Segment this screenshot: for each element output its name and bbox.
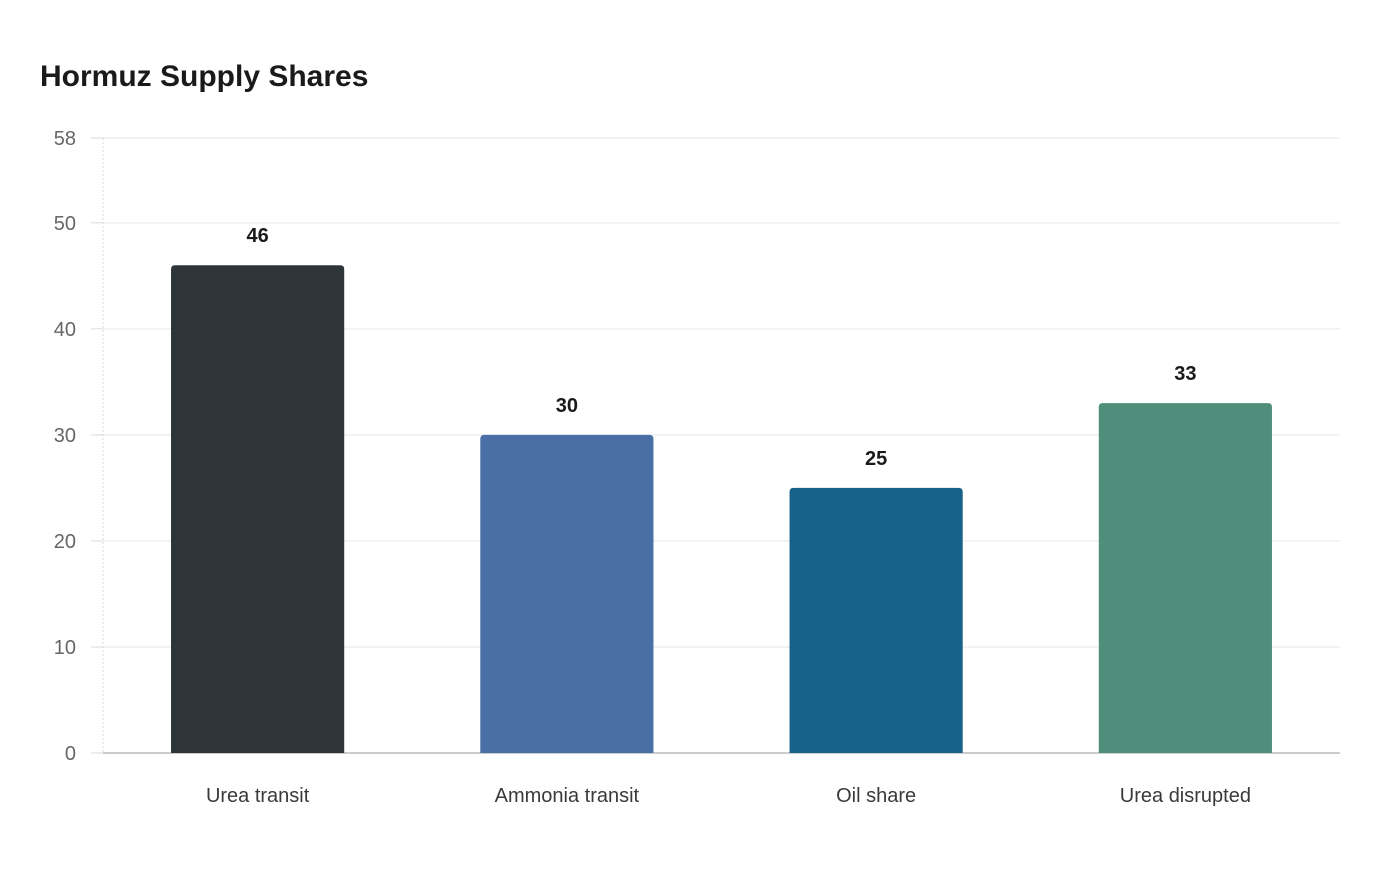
y-tick-label: 40 — [54, 319, 76, 341]
labels: 0 10 20 30 40 50 58 46 Urea transit 30 Ammonia tra… — [54, 128, 1251, 807]
bar-oil-share — [789, 487, 963, 753]
y-tick-label: 20 — [54, 531, 76, 553]
x-tick-label: Urea transit — [206, 785, 310, 807]
y-tick-label: 50 — [54, 213, 76, 235]
bar-urea-transit — [171, 265, 345, 753]
x-tick-label: Urea disrupted — [1120, 785, 1251, 807]
y-tick-label: 30 — [54, 425, 76, 447]
data-label: 46 — [247, 225, 269, 247]
y-tick-label: 0 — [65, 743, 76, 765]
bar-ammonia-transit — [480, 434, 654, 753]
x-tick-label: Ammonia transit — [495, 785, 640, 807]
bars — [171, 265, 1272, 753]
bar-urea-disrupted — [1098, 403, 1272, 753]
data-label: 30 — [556, 395, 578, 417]
y-tick-label: 58 — [54, 128, 76, 150]
data-label: 33 — [1174, 363, 1196, 385]
data-label: 25 — [865, 448, 887, 470]
y-tick-label: 10 — [54, 637, 76, 659]
chart-title: Hormuz Supply Shares — [40, 60, 369, 93]
x-tick-label: Oil share — [836, 785, 916, 807]
